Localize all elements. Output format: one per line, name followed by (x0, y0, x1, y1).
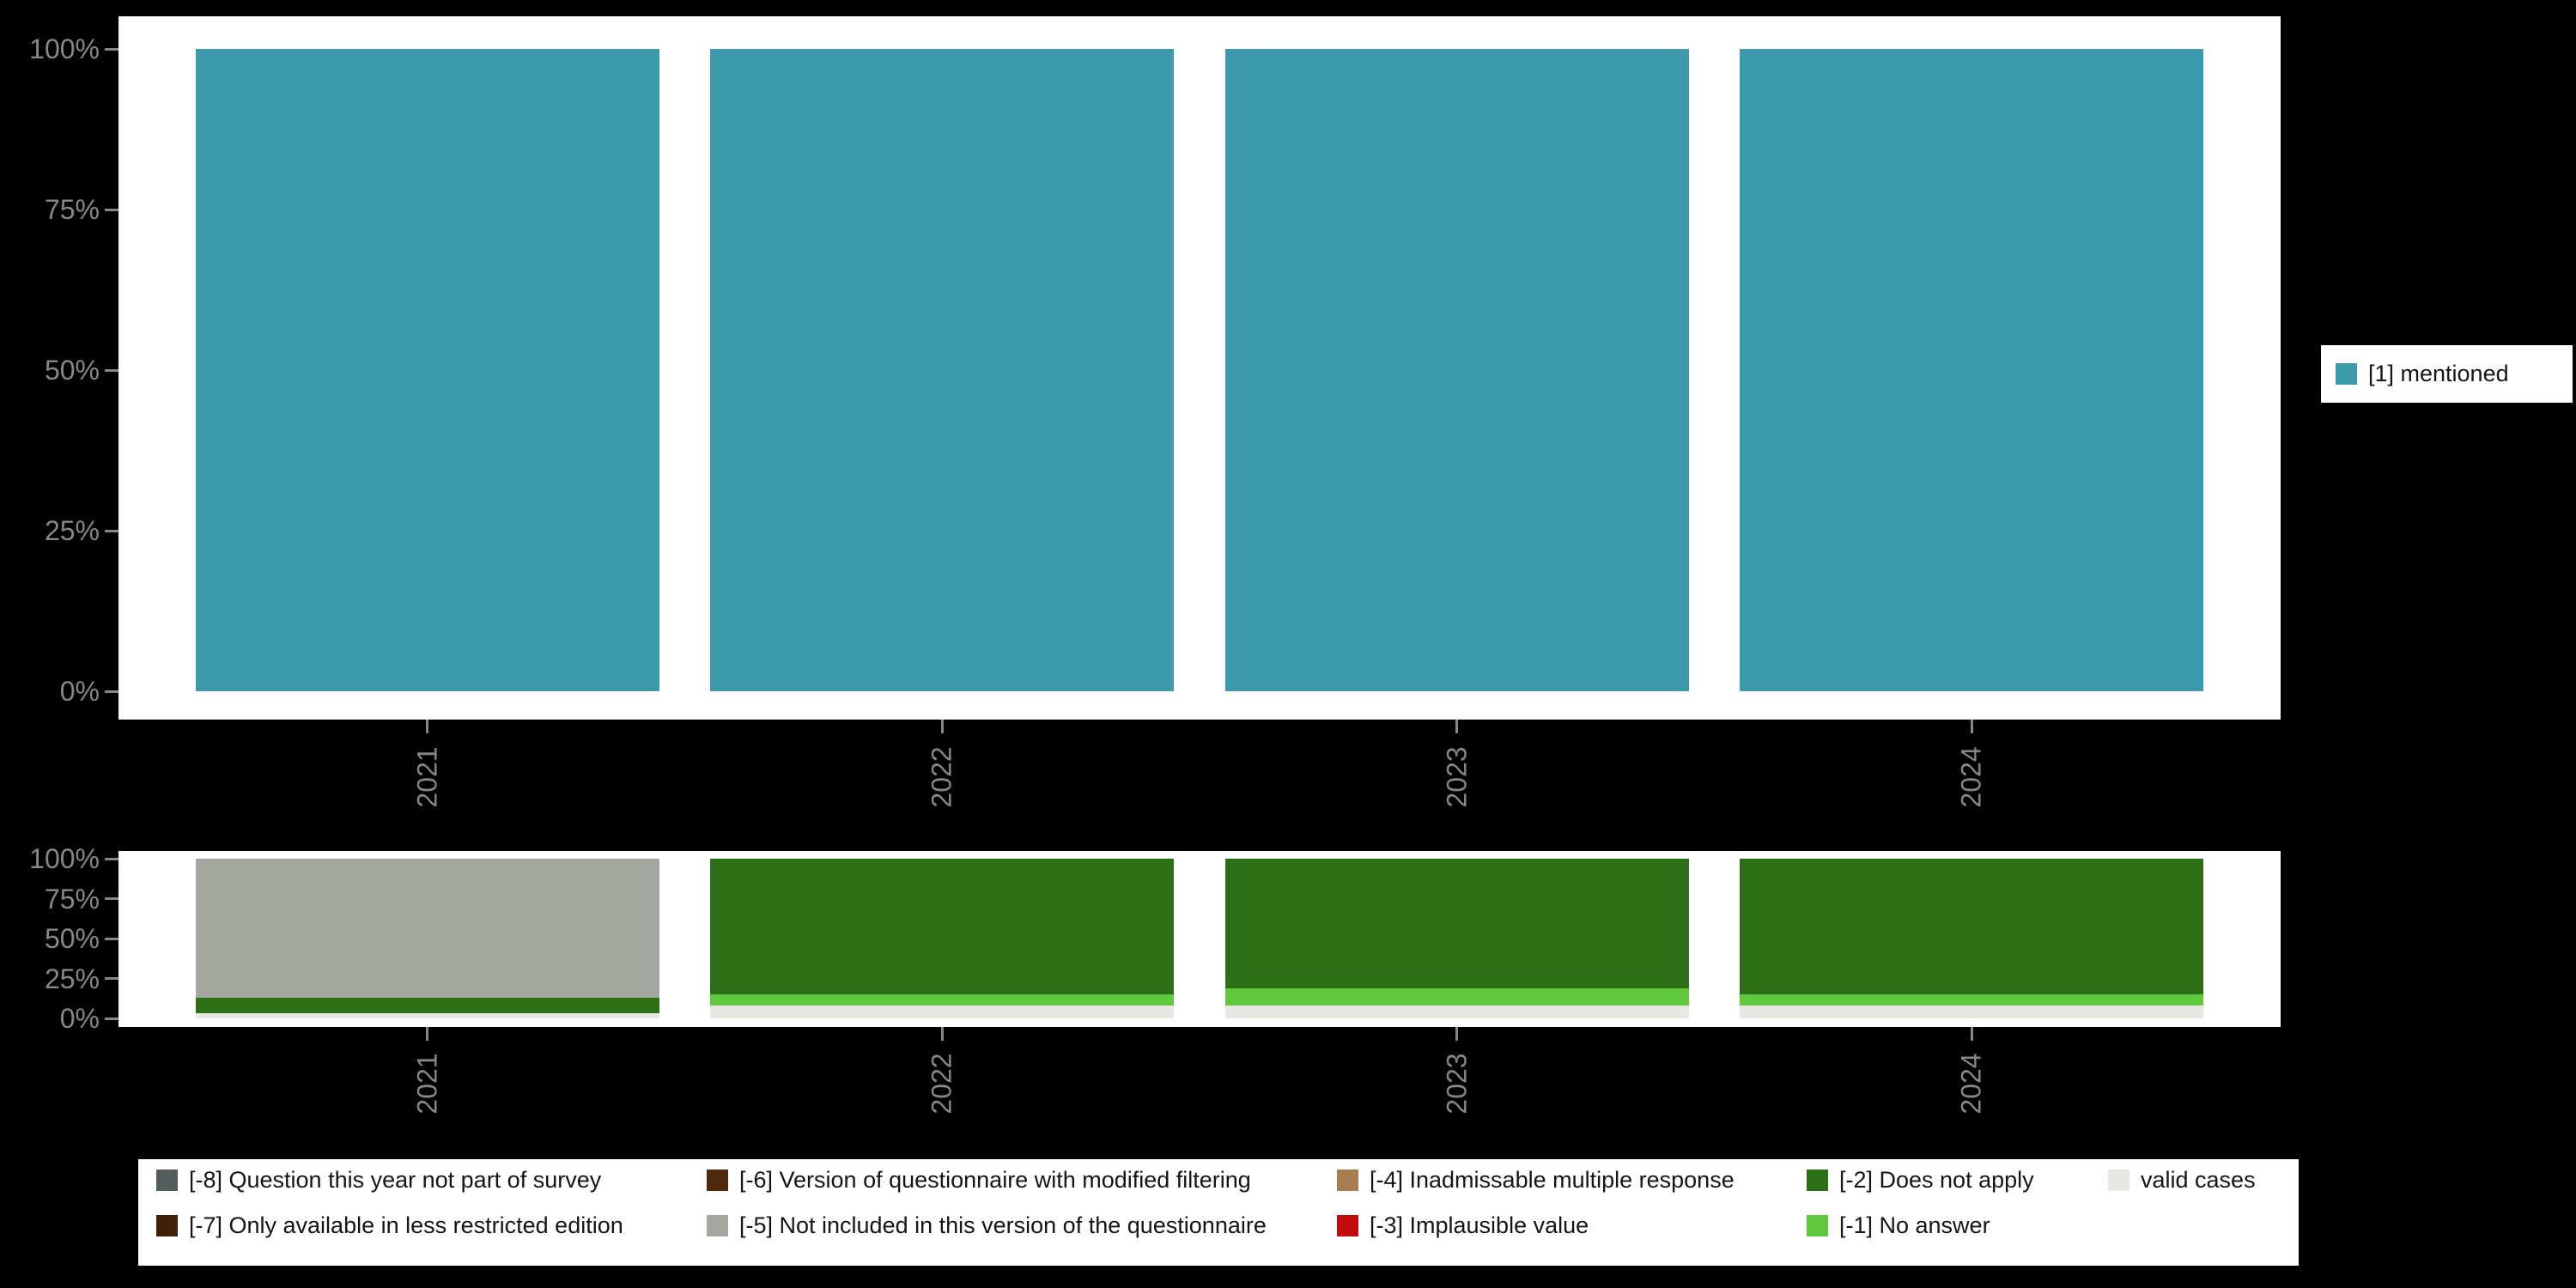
legend-item: [-8] Question this year not part of surv… (156, 1159, 707, 1200)
main-x-tick-label: 2021 (411, 746, 443, 808)
legend-column: valid cases (2108, 1159, 2299, 1246)
legend-swatch (156, 1214, 178, 1236)
main-y-tick-label: 50% (44, 355, 100, 386)
main-x-tick-label: 2023 (1441, 746, 1473, 808)
legend-label-mentioned: [1] mentioned (2368, 361, 2509, 386)
main-y-tick-mark (105, 47, 118, 51)
legend-swatch (2108, 1169, 2129, 1191)
segment-valid-2024 (1740, 1005, 2204, 1018)
legend-swatch-mentioned (2336, 363, 2357, 385)
legend-swatch (1337, 1169, 1358, 1191)
main-y-tick-mark (105, 529, 118, 532)
legend-label: [-1] No answer (1839, 1212, 1990, 1238)
bar-2023 (1224, 49, 1689, 691)
missing-y-tick-mark (105, 1017, 118, 1020)
segment--1-2022 (710, 994, 1175, 1006)
missing-y-tick-mark (105, 937, 118, 940)
legend-label: [-7] Only available in less restricted e… (189, 1212, 623, 1238)
missing-y-tick-label: 50% (44, 923, 100, 954)
legend-swatch (1337, 1214, 1358, 1236)
series-legend: [1] mentioned (2321, 345, 2573, 403)
segment--1-2024 (1740, 994, 2204, 1006)
legend-label: valid cases (2141, 1166, 2256, 1193)
missing-y-tick-mark (105, 857, 118, 860)
segment-valid-2023 (1224, 1005, 1689, 1018)
missing-chart-plot (170, 859, 2229, 1018)
main-y-tick-label: 75% (44, 194, 100, 225)
missing-values-legend: [-8] Question this year not part of surv… (138, 1159, 2299, 1266)
main-y-tick-label: 100% (29, 33, 100, 64)
main-y-tick-mark (105, 208, 118, 211)
legend-item: [-4] Inadmissable multiple response (1337, 1159, 1807, 1200)
legend-column: [-8] Question this year not part of surv… (156, 1159, 707, 1246)
missing-x-tick-label: 2021 (411, 1053, 443, 1115)
main-x-tick-mark (1455, 720, 1459, 733)
legend-column: [-4] Inadmissable multiple response [-3] … (1337, 1159, 1807, 1246)
legend-item: valid cases (2108, 1159, 2299, 1200)
segment--2-2023 (1224, 859, 1689, 988)
main-y-tick-mark (105, 368, 118, 372)
missing-x-tick-label: 2024 (1955, 1053, 1987, 1115)
legend-swatch (156, 1169, 178, 1191)
main-x-tick-mark (1970, 720, 1973, 733)
legend-label: [-3] Implausible value (1370, 1212, 1589, 1238)
bar-2021 (195, 49, 659, 691)
main-x-tick-label: 2024 (1955, 746, 1987, 808)
main-x-tick-mark (426, 720, 429, 733)
bar-2024 (1740, 49, 2204, 691)
legend-item: [-7] Only available in less restricted e… (156, 1205, 707, 1246)
legend-label: [-6] Version of questionnaire with modif… (739, 1166, 1251, 1193)
main-x-tick-mark (940, 720, 944, 733)
legend-label: [-5] Not included in this version of the… (739, 1212, 1267, 1238)
missing-chart-panel (118, 851, 2281, 1027)
bar-2022 (710, 49, 1175, 691)
missing-x-tick-mark (1455, 1027, 1459, 1041)
legend-column: [-2] Does not apply [-1] No answer (1807, 1159, 2108, 1246)
missing-y-tick-label: 0% (59, 1003, 100, 1034)
missing-x-tick-mark (426, 1027, 429, 1041)
legend-swatch (1807, 1169, 1828, 1191)
main-y-tick-label: 0% (59, 676, 100, 707)
segment--2-2021 (195, 997, 659, 1014)
legend-item: [-5] Not included in this version of the… (707, 1205, 1337, 1246)
legend-item: [-2] Does not apply (1807, 1159, 2108, 1200)
legend-swatch (1807, 1214, 1828, 1236)
main-x-tick-label: 2022 (926, 746, 957, 808)
missing-x-tick-label: 2022 (926, 1053, 957, 1115)
main-y-tick-label: 25% (44, 515, 100, 546)
legend-column: [-6] Version of questionnaire with modif… (707, 1159, 1337, 1246)
missing-x-tick-label: 2023 (1441, 1053, 1473, 1115)
main-chart-plot (170, 49, 2229, 691)
missing-x-tick-mark (940, 1027, 944, 1041)
legend-label: [-8] Question this year not part of surv… (189, 1166, 602, 1193)
main-y-tick-mark (105, 690, 118, 693)
segment--2-2024 (1740, 859, 2204, 995)
legend-item: [-3] Implausible value (1337, 1205, 1807, 1246)
legend-label: [-4] Inadmissable multiple response (1370, 1166, 1735, 1193)
legend-swatch (707, 1214, 728, 1236)
missing-y-tick-label: 100% (29, 843, 100, 874)
segment--5-2021 (195, 859, 659, 998)
segment-valid-2022 (710, 1005, 1175, 1018)
legend-item: [-6] Version of questionnaire with modif… (707, 1159, 1337, 1200)
missing-y-tick-label: 75% (44, 883, 100, 914)
segment-valid-2021 (195, 1013, 659, 1018)
main-chart-panel (118, 16, 2281, 720)
legend-label: [-2] Does not apply (1839, 1166, 2034, 1193)
missing-x-tick-mark (1970, 1027, 1973, 1041)
missing-y-tick-mark (105, 897, 118, 900)
segment--1-2023 (1224, 987, 1689, 1006)
missing-y-tick-label: 25% (44, 963, 100, 994)
missing-y-tick-mark (105, 977, 118, 980)
legend-item: [-1] No answer (1807, 1205, 2108, 1246)
segment--2-2022 (710, 859, 1175, 995)
legend-swatch (707, 1169, 728, 1191)
